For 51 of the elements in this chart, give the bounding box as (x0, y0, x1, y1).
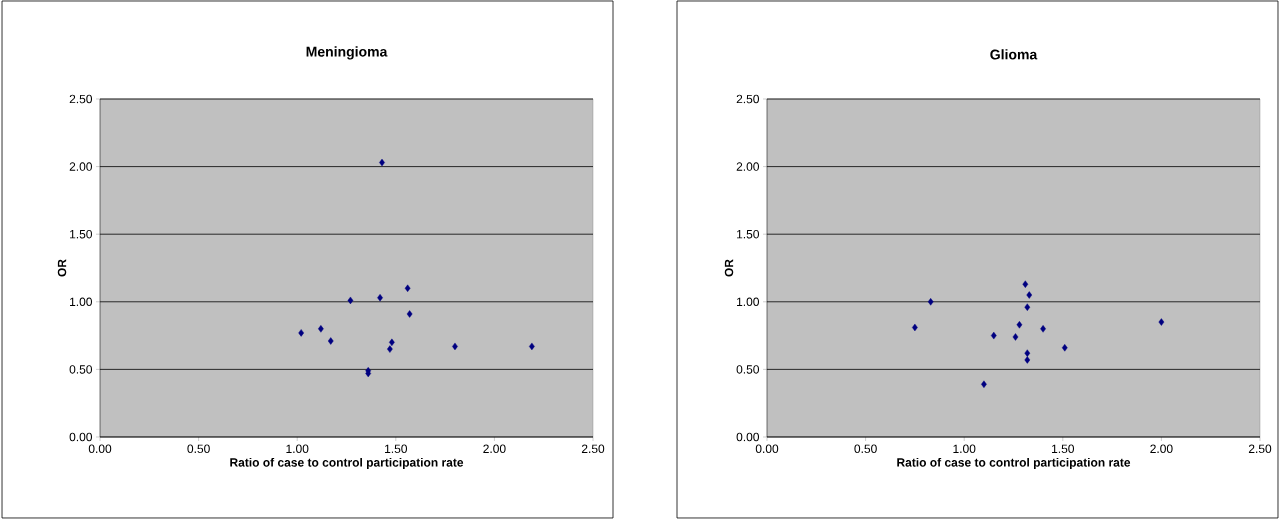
point (1022, 280, 1029, 288)
y-tick-label: 2.50 (69, 94, 93, 104)
y-tick-label: 1.50 (737, 229, 760, 239)
y-tick-label: 1.00 (70, 297, 93, 307)
y-tick-label: 1.00 (737, 297, 760, 307)
point (404, 284, 411, 292)
chart-title: Meningioma (306, 46, 388, 60)
x-tick-label: 2.00 (483, 444, 506, 454)
point (387, 345, 393, 353)
point (377, 294, 383, 302)
point (347, 296, 354, 305)
y-tick-label: 2.00 (69, 162, 93, 171)
point (990, 331, 997, 340)
x-tick-label: 0.00 (88, 444, 112, 454)
x-axis-title: Ratio of case to control participation rate (897, 457, 1131, 470)
y-axis-title: OR (57, 259, 67, 277)
x-tick-label: 2.50 (581, 444, 605, 454)
x-tick-label: 2.00 (1150, 444, 1173, 454)
x-tick-label: 1.00 (286, 444, 309, 454)
x-tick-label: 1.50 (385, 444, 408, 454)
point (327, 337, 334, 345)
point (1024, 356, 1031, 364)
y-tick-label: 0.50 (69, 365, 93, 374)
y-tick-label: 0.00 (69, 432, 93, 442)
point (298, 329, 304, 337)
point (1012, 333, 1019, 341)
y-axis-title: OR (724, 259, 734, 277)
point (1024, 303, 1031, 311)
chart-title: Glioma (990, 49, 1038, 60)
point (318, 325, 324, 333)
x-tick-label: 0.50 (187, 444, 210, 454)
point (927, 298, 934, 306)
x-tick-label: 0.00 (755, 444, 779, 454)
point (406, 310, 413, 318)
y-tick-label: 2.50 (736, 94, 760, 104)
point (1158, 318, 1165, 326)
y-tick-label: 2.00 (736, 162, 760, 171)
x-axis-title: Ratio of case to control participation rate (230, 457, 464, 470)
y-tick-label: 1.50 (70, 229, 93, 239)
x-tick-label: 0.50 (854, 444, 877, 454)
point (1016, 321, 1023, 329)
point (1061, 344, 1068, 352)
point (1026, 291, 1033, 299)
y-tick-label: 0.50 (736, 365, 760, 374)
x-tick-label: 1.50 (1052, 444, 1075, 454)
point (981, 380, 987, 388)
x-tick-label: 1.00 (953, 444, 976, 454)
point (1040, 325, 1046, 333)
y-tick-label: 0.00 (736, 432, 760, 442)
point (1024, 349, 1031, 357)
x-tick-label: 2.50 (1248, 444, 1272, 454)
